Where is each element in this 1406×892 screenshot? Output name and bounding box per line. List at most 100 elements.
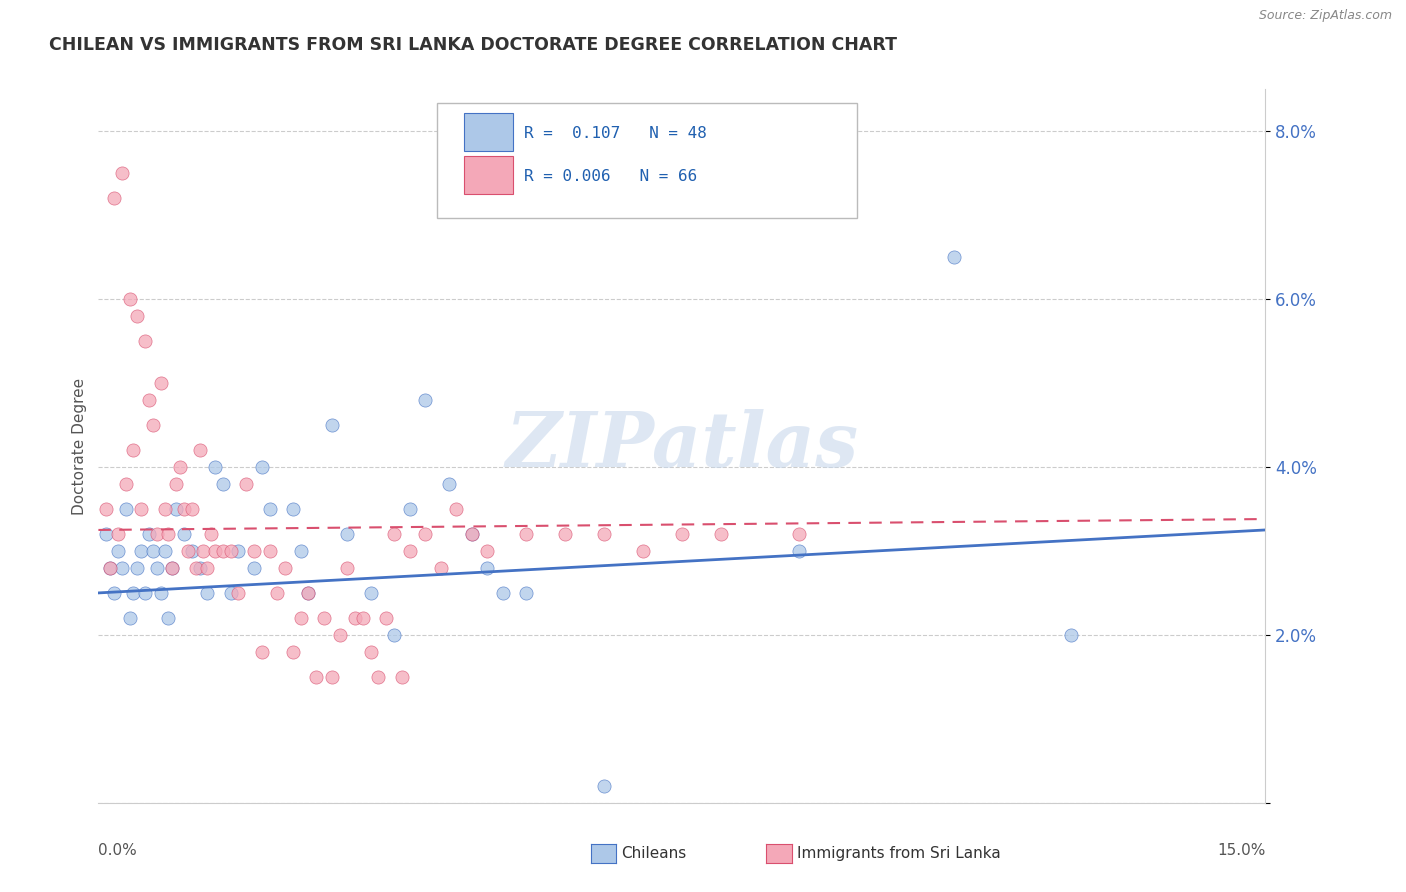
Point (195, 586, 218, 600)
Point (162, 560, 184, 574)
Point (169, 460, 191, 475)
Point (204, 544, 226, 558)
Point (515, 586, 537, 600)
Point (180, 502, 202, 516)
Point (413, 527, 436, 541)
Point (477, 544, 499, 558)
Point (118, 292, 141, 306)
Point (671, 527, 693, 541)
Point (114, 476, 136, 491)
Point (107, 544, 129, 558)
Point (305, 670, 328, 684)
Point (149, 376, 172, 390)
Point (96, 527, 118, 541)
Point (398, 502, 420, 516)
Point (228, 586, 250, 600)
Point (710, 527, 733, 541)
Point (184, 560, 207, 574)
Point (142, 544, 165, 558)
Point (297, 586, 319, 600)
Point (281, 502, 304, 516)
FancyBboxPatch shape (464, 155, 513, 194)
Point (219, 586, 242, 600)
Point (173, 502, 195, 516)
Point (235, 476, 257, 491)
Point (375, 611, 398, 625)
Point (165, 476, 187, 491)
Point (297, 586, 319, 600)
Text: R =  0.107   N = 48: R = 0.107 N = 48 (524, 126, 707, 141)
Point (477, 560, 499, 574)
Point (96, 502, 118, 516)
Text: ZIPatlas: ZIPatlas (505, 409, 859, 483)
Point (321, 670, 343, 684)
Point (515, 527, 537, 541)
Point (111, 166, 134, 180)
Point (329, 628, 352, 642)
Point (259, 502, 281, 516)
Point (631, 544, 654, 558)
Point (153, 544, 176, 558)
Point (146, 560, 169, 574)
Point (336, 560, 359, 574)
Point (195, 560, 218, 574)
Point (129, 544, 152, 558)
Text: Immigrants from Sri Lanka: Immigrants from Sri Lanka (797, 847, 1001, 861)
Point (114, 502, 136, 516)
Point (134, 586, 156, 600)
Point (188, 443, 211, 458)
Point (382, 527, 405, 541)
Point (212, 476, 235, 491)
Point (157, 611, 180, 625)
Point (593, 527, 616, 541)
FancyBboxPatch shape (437, 103, 858, 218)
Point (360, 645, 382, 659)
Point (173, 527, 195, 541)
Point (153, 502, 176, 516)
Point (127, 560, 149, 574)
Point (274, 560, 297, 574)
Point (177, 544, 200, 558)
Point (461, 527, 484, 541)
Point (118, 611, 141, 625)
Point (129, 502, 152, 516)
Point (312, 611, 335, 625)
Point (290, 611, 312, 625)
Point (344, 611, 367, 625)
Point (382, 628, 405, 642)
Point (259, 544, 281, 558)
Point (122, 586, 145, 600)
Point (103, 191, 125, 205)
Point (1060, 628, 1083, 642)
Point (250, 645, 273, 659)
Point (138, 527, 160, 541)
Point (98, 560, 121, 574)
Point (107, 527, 129, 541)
Point (321, 417, 343, 432)
Point (367, 670, 389, 684)
Point (360, 586, 382, 600)
Point (290, 544, 312, 558)
Point (554, 527, 576, 541)
Point (162, 560, 184, 574)
Point (157, 527, 180, 541)
Point (134, 334, 156, 348)
Point (204, 460, 226, 475)
Point (219, 544, 242, 558)
Point (180, 544, 202, 558)
Point (149, 586, 172, 600)
Y-axis label: Doctorate Degree: Doctorate Degree (72, 377, 87, 515)
Text: R = 0.006   N = 66: R = 0.006 N = 66 (524, 169, 697, 184)
Point (437, 476, 460, 491)
Point (391, 670, 413, 684)
Point (461, 527, 484, 541)
Point (250, 460, 273, 475)
Point (228, 544, 250, 558)
Point (165, 502, 187, 516)
Point (146, 527, 169, 541)
Point (398, 544, 420, 558)
Point (200, 527, 222, 541)
Point (593, 779, 616, 793)
Point (142, 417, 165, 432)
Point (111, 560, 134, 574)
